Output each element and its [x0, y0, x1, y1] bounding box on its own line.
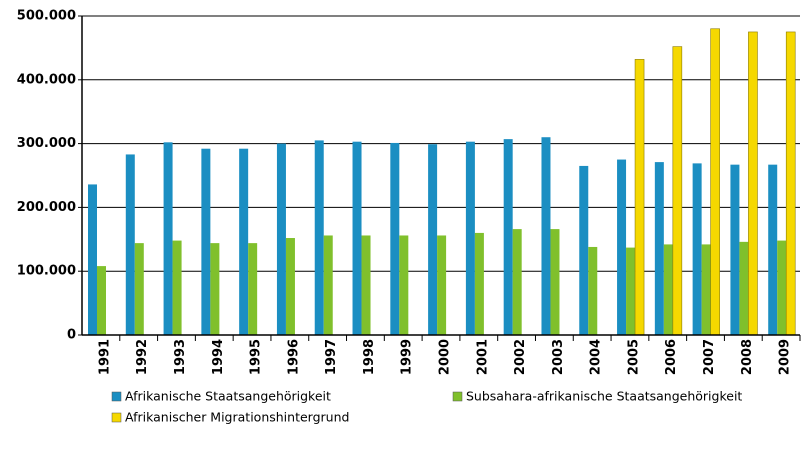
y-tick-label: 100.000 — [17, 264, 76, 279]
legend-swatch — [452, 391, 463, 402]
bar — [210, 243, 220, 335]
bar — [437, 235, 447, 335]
bar — [428, 144, 438, 335]
x-tick-label: 1998 — [362, 339, 377, 375]
bar — [125, 154, 135, 335]
bar — [550, 229, 560, 335]
legend-label: Afrikanischer Migrationshintergrund — [125, 410, 349, 425]
x-tick-label: 1996 — [286, 339, 301, 375]
bar — [474, 232, 484, 335]
bar — [172, 240, 182, 335]
y-tick-label: 400.000 — [17, 72, 76, 87]
y-tick-label: 300.000 — [17, 136, 76, 151]
bar — [390, 142, 400, 335]
y-tick-label: 500.000 — [17, 9, 76, 24]
x-tick-label: 2001 — [475, 339, 490, 375]
legend-swatch — [111, 412, 122, 423]
x-tick-label: 1991 — [97, 339, 112, 375]
bar — [777, 240, 787, 335]
bar — [739, 241, 749, 335]
bar — [634, 59, 645, 336]
bar — [710, 28, 720, 336]
bar — [239, 148, 249, 335]
bar — [748, 31, 758, 336]
bar — [314, 140, 324, 335]
bar — [541, 137, 551, 335]
bar — [663, 244, 673, 335]
x-tick-label: 2003 — [551, 339, 566, 375]
x-tick-label: 2004 — [589, 339, 604, 375]
bar — [617, 159, 627, 335]
bar — [163, 142, 173, 335]
bar — [503, 139, 513, 335]
bar — [701, 244, 711, 335]
x-tick-label: 1993 — [173, 339, 188, 375]
x-tick-label: 1992 — [135, 339, 150, 375]
legend-swatch — [111, 391, 122, 402]
x-tick-label: 2002 — [513, 339, 528, 375]
x-tick-label: 1994 — [211, 339, 226, 375]
x-tick-label: 1997 — [324, 339, 339, 375]
bar — [465, 141, 475, 335]
bar — [361, 235, 371, 335]
x-tick-label: 2006 — [664, 339, 679, 375]
x-tick-label: 1995 — [249, 339, 264, 375]
bar — [785, 31, 796, 336]
bar — [88, 184, 97, 335]
x-tick-label: 2000 — [438, 339, 453, 375]
bar — [768, 164, 778, 335]
y-tick-label: 0 — [67, 328, 76, 343]
x-tick-label: 2007 — [702, 339, 717, 375]
x-tick-label: 2008 — [740, 339, 755, 375]
x-tick-label: 2005 — [626, 339, 641, 375]
bar — [97, 266, 106, 335]
bar — [579, 165, 589, 335]
bar — [134, 243, 144, 335]
bar — [276, 143, 286, 335]
y-tick-label: 200.000 — [17, 200, 76, 215]
bar — [201, 148, 211, 335]
x-tick-label: 1999 — [400, 339, 415, 375]
x-tick-label: 2009 — [778, 339, 793, 375]
bar — [692, 163, 702, 335]
bar — [323, 235, 333, 335]
bar — [588, 246, 598, 335]
bar — [730, 164, 740, 335]
bar — [248, 243, 258, 335]
bar — [672, 46, 683, 336]
bar — [352, 141, 362, 335]
bar — [399, 235, 409, 335]
legend-label: Subsahara-afrikanische Staatsangehörigke… — [466, 389, 742, 404]
legend-label: Afrikanische Staatsangehörigkeit — [125, 389, 331, 404]
bar — [285, 238, 295, 335]
bar — [512, 229, 522, 335]
bar — [626, 247, 636, 335]
bar — [654, 162, 664, 335]
